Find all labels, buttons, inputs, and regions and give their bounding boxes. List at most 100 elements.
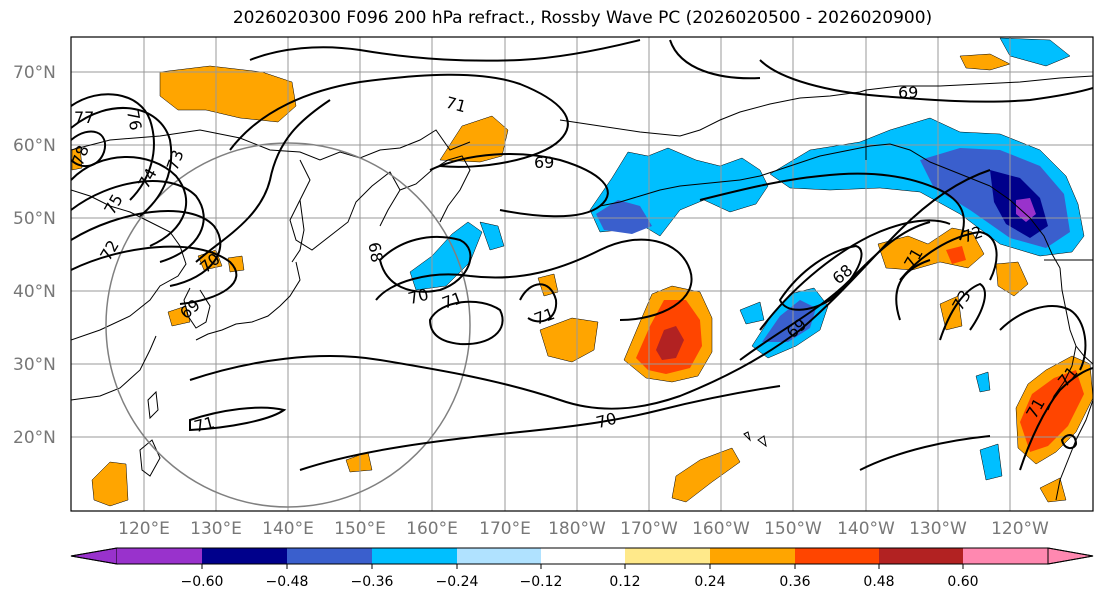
colorbar-bin	[963, 548, 1048, 564]
lat-label: 70°N	[13, 63, 56, 83]
colorbar-bin	[117, 548, 202, 564]
shade-lightblue-kuril	[479, 221, 505, 251]
colorbar-tick-label: −0.48	[266, 574, 309, 590]
coast-aleutians	[599, 179, 741, 207]
lat-label: 30°N	[13, 355, 56, 375]
contour-label: 70	[594, 409, 619, 433]
contour-far-east	[895, 259, 931, 321]
colorbar-bin	[457, 548, 541, 564]
contour-label: 77	[74, 108, 94, 127]
longitude-labels: 120°E 130°E 140°E 150°E 160°E 170°E 180°…	[118, 519, 1049, 539]
latitude-labels: 70°N 60°N 50°N 40°N 30°N 20°N	[13, 63, 56, 448]
shade-orange-west	[71, 145, 83, 171]
coast-hawaii	[757, 435, 767, 448]
contour-71-south	[189, 406, 287, 432]
shading-layer	[71, 37, 1093, 507]
colorbar-tick-label: 0.36	[779, 574, 810, 590]
lon-label: 150°E	[334, 519, 386, 539]
coast-alaska-south	[739, 143, 991, 187]
coast-korea	[183, 287, 211, 329]
contour-label: 70	[406, 285, 431, 309]
coast-sakhalin	[291, 199, 305, 263]
lon-label: 180°W	[548, 519, 606, 539]
lon-label: 130°E	[190, 519, 242, 539]
colorbar-tick-label: 0.48	[863, 574, 894, 590]
contour-69-canada	[759, 59, 1093, 103]
contour-label: 69	[534, 153, 554, 172]
shade-darkred-central	[656, 326, 684, 360]
contour-label: 68	[364, 241, 386, 264]
map-frame	[70, 36, 1094, 512]
contour-label: 71	[192, 413, 217, 437]
colorbar-bin	[541, 548, 625, 564]
lon-label: 170°E	[479, 519, 531, 539]
shade-blue-mexico2	[979, 443, 1003, 481]
contour-70-big	[189, 169, 991, 410]
colorbar-bin	[287, 548, 372, 564]
rossby-source-circle	[105, 142, 471, 508]
contour-71-alaska	[699, 172, 965, 241]
lon-label: 120°E	[118, 519, 170, 539]
contour-68-east	[778, 244, 863, 311]
coast-taiwan	[147, 390, 159, 420]
colorbar-extend-min	[70, 547, 118, 565]
contour-label: 76	[123, 109, 145, 132]
contour-70-top	[669, 39, 761, 80]
contour-75	[71, 156, 188, 247]
contour-label: 69	[898, 83, 918, 102]
coast-okhotsk	[289, 159, 401, 251]
colorbar-tick-label: 0.12	[609, 574, 640, 590]
coast-kamchatka	[399, 155, 471, 223]
refractivity-contours	[71, 39, 1093, 471]
shade-red-140w	[946, 246, 966, 264]
colorbar-tick-label: 0.60	[947, 574, 978, 590]
contour-70-nwpac	[375, 238, 693, 321]
shade-orange-tropic1	[671, 447, 741, 503]
lon-label: 140°W	[837, 519, 895, 539]
colorbar-bin	[372, 548, 457, 564]
colorbar-tick-label: −0.12	[520, 574, 563, 590]
coast-canada-north	[865, 75, 1093, 91]
coast-philippines	[139, 439, 161, 477]
contour-70-west	[195, 99, 331, 263]
coast-mexico	[1055, 399, 1093, 501]
coast-alaska-west	[559, 89, 867, 137]
contour-74	[71, 180, 205, 263]
shade-orange-japan2	[227, 255, 245, 273]
contour-69-bering	[429, 153, 609, 218]
shade-blue-east-small	[739, 301, 765, 325]
map-plot-area: 77 76 78 75 74 73 72 70 69 71 69 69 68 7…	[68, 37, 1093, 511]
contour-73-coast	[939, 282, 986, 341]
contour-label: 78	[68, 143, 93, 169]
contour-68	[378, 236, 472, 293]
contour-73	[71, 210, 222, 287]
colorbar-bin	[795, 548, 879, 564]
contour-70-tropic	[859, 435, 991, 471]
contour-78	[71, 130, 107, 168]
lon-label: 130°W	[909, 519, 967, 539]
contour-coast-loop	[999, 305, 1087, 371]
contour-77	[71, 93, 155, 201]
contour-70-south	[299, 385, 781, 471]
shade-orange-okhotsk	[439, 115, 509, 163]
lon-label: 150°W	[764, 519, 822, 539]
lon-label: 140°E	[262, 519, 314, 539]
colorbar-bin	[625, 548, 710, 564]
contour-label: 71	[444, 93, 469, 117]
colorbar-bin	[202, 548, 287, 564]
shade-orange-canada	[959, 53, 1011, 71]
lon-label: 170°W	[620, 519, 678, 539]
coast-bc	[989, 185, 1061, 269]
contour-69-east	[759, 219, 951, 331]
contour-72	[71, 245, 238, 305]
contour-71-nwpac	[428, 300, 504, 346]
colorbar-tick-label: −0.60	[181, 574, 224, 590]
lat-label: 50°N	[13, 209, 56, 229]
contour-76	[71, 106, 173, 217]
lat-label: 40°N	[13, 282, 56, 302]
contour-71-mid	[519, 283, 558, 323]
colorbar-tick-label: −0.24	[436, 574, 479, 590]
shade-blue-aleutian	[999, 37, 1071, 67]
shade-orange-midlat	[539, 317, 599, 363]
